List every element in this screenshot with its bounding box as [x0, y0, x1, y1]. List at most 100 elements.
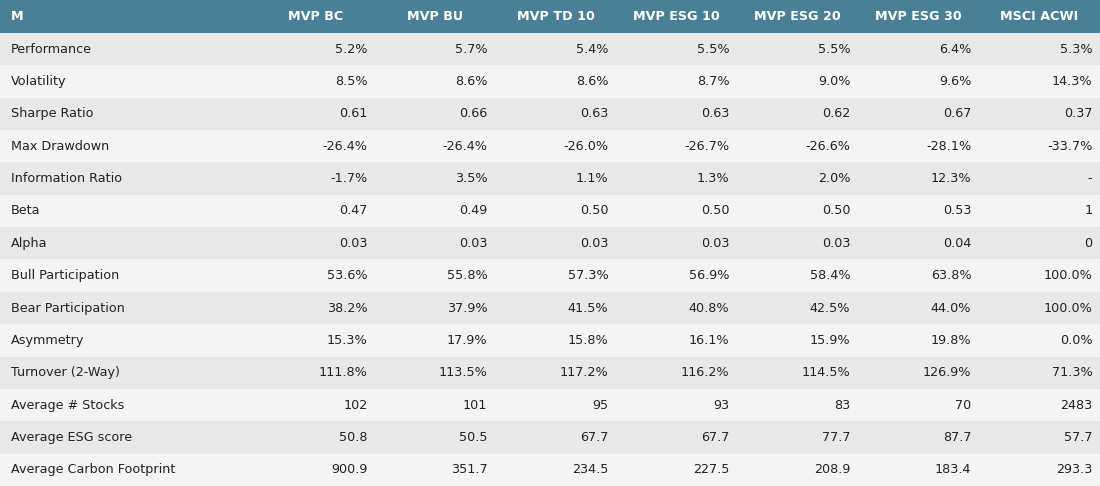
Bar: [979, 260, 1100, 292]
Text: 0.0%: 0.0%: [1059, 334, 1092, 347]
Bar: [737, 98, 858, 130]
Text: 50.5: 50.5: [459, 431, 487, 444]
Bar: [737, 227, 858, 260]
Bar: [858, 33, 979, 65]
Text: 100.0%: 100.0%: [1044, 301, 1092, 314]
Text: 5.5%: 5.5%: [817, 43, 850, 56]
Bar: [737, 324, 858, 357]
Text: 113.5%: 113.5%: [439, 366, 487, 379]
Text: 0.61: 0.61: [339, 107, 367, 121]
Bar: [616, 389, 737, 421]
Bar: [737, 130, 858, 162]
Bar: [737, 292, 858, 324]
Text: -26.4%: -26.4%: [322, 140, 367, 153]
Bar: [616, 421, 737, 453]
Bar: [0, 162, 255, 195]
Bar: [0, 65, 255, 98]
Bar: [375, 195, 495, 227]
Text: -26.6%: -26.6%: [805, 140, 850, 153]
Text: 95: 95: [592, 399, 608, 412]
Bar: [616, 357, 737, 389]
Text: 8.6%: 8.6%: [454, 75, 487, 88]
Text: 126.9%: 126.9%: [923, 366, 971, 379]
Text: Sharpe Ratio: Sharpe Ratio: [11, 107, 94, 121]
Text: 5.3%: 5.3%: [1059, 43, 1092, 56]
Text: MVP ESG 20: MVP ESG 20: [755, 10, 840, 23]
Bar: [255, 227, 375, 260]
Bar: [616, 33, 737, 65]
Bar: [0, 0, 255, 33]
Text: 42.5%: 42.5%: [810, 301, 850, 314]
Bar: [255, 98, 375, 130]
Text: 0.03: 0.03: [822, 237, 850, 250]
Text: 57.7: 57.7: [1064, 431, 1092, 444]
Text: 0.47: 0.47: [339, 205, 367, 217]
Text: MSCI ACWI: MSCI ACWI: [1000, 10, 1079, 23]
Text: 53.6%: 53.6%: [327, 269, 367, 282]
Bar: [979, 130, 1100, 162]
Bar: [979, 33, 1100, 65]
Bar: [375, 130, 495, 162]
Text: Average # Stocks: Average # Stocks: [11, 399, 124, 412]
Text: Bear Participation: Bear Participation: [11, 301, 125, 314]
Bar: [737, 0, 858, 33]
Bar: [495, 324, 616, 357]
Bar: [737, 195, 858, 227]
Bar: [495, 421, 616, 453]
Text: 0: 0: [1085, 237, 1092, 250]
Bar: [858, 98, 979, 130]
Bar: [375, 421, 495, 453]
Bar: [495, 227, 616, 260]
Bar: [0, 421, 255, 453]
Text: 3.5%: 3.5%: [454, 172, 487, 185]
Text: 114.5%: 114.5%: [802, 366, 850, 379]
Bar: [616, 292, 737, 324]
Text: MVP TD 10: MVP TD 10: [517, 10, 594, 23]
Text: 0.67: 0.67: [943, 107, 971, 121]
Text: 2483: 2483: [1060, 399, 1092, 412]
Bar: [737, 33, 858, 65]
Text: 9.0%: 9.0%: [817, 75, 850, 88]
Text: -28.1%: -28.1%: [926, 140, 971, 153]
Bar: [858, 292, 979, 324]
Bar: [616, 324, 737, 357]
Text: 15.3%: 15.3%: [327, 334, 367, 347]
Text: 0.50: 0.50: [822, 205, 850, 217]
Bar: [858, 162, 979, 195]
Text: MVP ESG 30: MVP ESG 30: [876, 10, 961, 23]
Text: 0.62: 0.62: [822, 107, 850, 121]
Bar: [495, 65, 616, 98]
Text: 0.37: 0.37: [1064, 107, 1092, 121]
Text: 6.4%: 6.4%: [939, 43, 971, 56]
Bar: [375, 65, 495, 98]
Bar: [375, 357, 495, 389]
Text: 5.2%: 5.2%: [334, 43, 367, 56]
Text: -33.7%: -33.7%: [1047, 140, 1092, 153]
Text: Beta: Beta: [11, 205, 41, 217]
Bar: [375, 292, 495, 324]
Bar: [375, 389, 495, 421]
Text: Average ESG score: Average ESG score: [11, 431, 132, 444]
Text: 1.3%: 1.3%: [696, 172, 729, 185]
Bar: [255, 130, 375, 162]
Bar: [616, 130, 737, 162]
Text: 87.7: 87.7: [943, 431, 971, 444]
Text: 0.03: 0.03: [580, 237, 608, 250]
Bar: [375, 227, 495, 260]
Text: 37.9%: 37.9%: [447, 301, 487, 314]
Bar: [858, 389, 979, 421]
Text: 183.4: 183.4: [935, 463, 971, 476]
Bar: [375, 98, 495, 130]
Text: 93: 93: [713, 399, 729, 412]
Bar: [737, 389, 858, 421]
Text: -26.4%: -26.4%: [442, 140, 487, 153]
Bar: [255, 162, 375, 195]
Bar: [858, 65, 979, 98]
Bar: [375, 162, 495, 195]
Bar: [858, 324, 979, 357]
Bar: [979, 195, 1100, 227]
Bar: [858, 0, 979, 33]
Bar: [255, 33, 375, 65]
Bar: [495, 357, 616, 389]
Bar: [0, 98, 255, 130]
